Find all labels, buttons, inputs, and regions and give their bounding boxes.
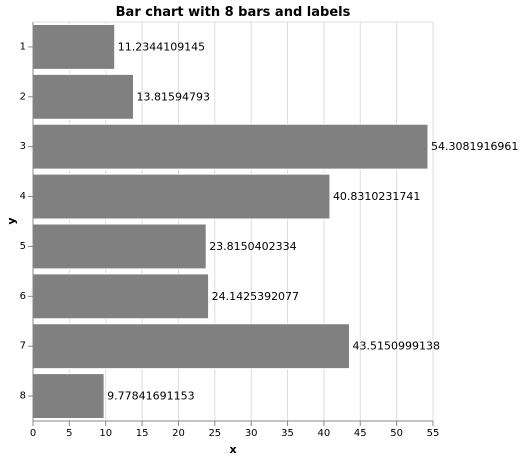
y-tick-label: 7: [20, 341, 26, 352]
bar-value-label: 40.8310231741: [333, 190, 420, 203]
bar-value-label: 43.5150999138: [352, 340, 439, 353]
y-tick-label: 6: [20, 291, 26, 302]
y-tick-label: 3: [20, 141, 26, 152]
x-tick-label: 35: [281, 428, 294, 439]
chart-title: Bar chart with 8 bars and labels: [116, 5, 351, 20]
y-tick-label: 2: [20, 91, 26, 102]
x-tick-label: 25: [208, 428, 221, 439]
bar: [32, 373, 105, 420]
bar-value-label: 13.81594793: [136, 90, 209, 103]
x-tick-label: 30: [245, 428, 258, 439]
x-tick-label: 10: [99, 428, 112, 439]
x-tick-label: 5: [66, 428, 72, 439]
y-tick-label: 4: [20, 191, 26, 202]
x-axis-title: x: [229, 443, 236, 456]
bar: [32, 223, 207, 270]
bars: 11.2344109145 13.81594793 54.3081916961 40.…: [32, 23, 518, 420]
bar-value-label: 24.1425392077: [212, 290, 299, 303]
bar: [32, 23, 116, 70]
bar: [32, 173, 331, 220]
x-tick-label: 50: [390, 428, 403, 439]
bar: [32, 73, 134, 120]
bar-value-label: 11.2344109145: [118, 40, 205, 53]
x-tick-label: 55: [427, 428, 440, 439]
bar: [32, 123, 429, 170]
x-tick-label: 40: [318, 428, 331, 439]
bar: [32, 323, 350, 370]
y-tick-label: 8: [20, 391, 26, 402]
bar-value-label: 23.8150402334: [209, 240, 296, 253]
x-tick-label: 15: [136, 428, 149, 439]
bar-value-label: 54.3081916961: [431, 140, 518, 153]
x-tick-label: 20: [172, 428, 185, 439]
y-axis-title: y: [5, 217, 18, 224]
x-tick-label: 45: [354, 428, 367, 439]
y-tick-label: 1: [20, 41, 26, 52]
y-tick-label: 5: [20, 241, 26, 252]
bar-value-label: 9.77841691153: [107, 390, 194, 403]
x-tick-label: 0: [30, 428, 36, 439]
bar: [32, 273, 210, 320]
